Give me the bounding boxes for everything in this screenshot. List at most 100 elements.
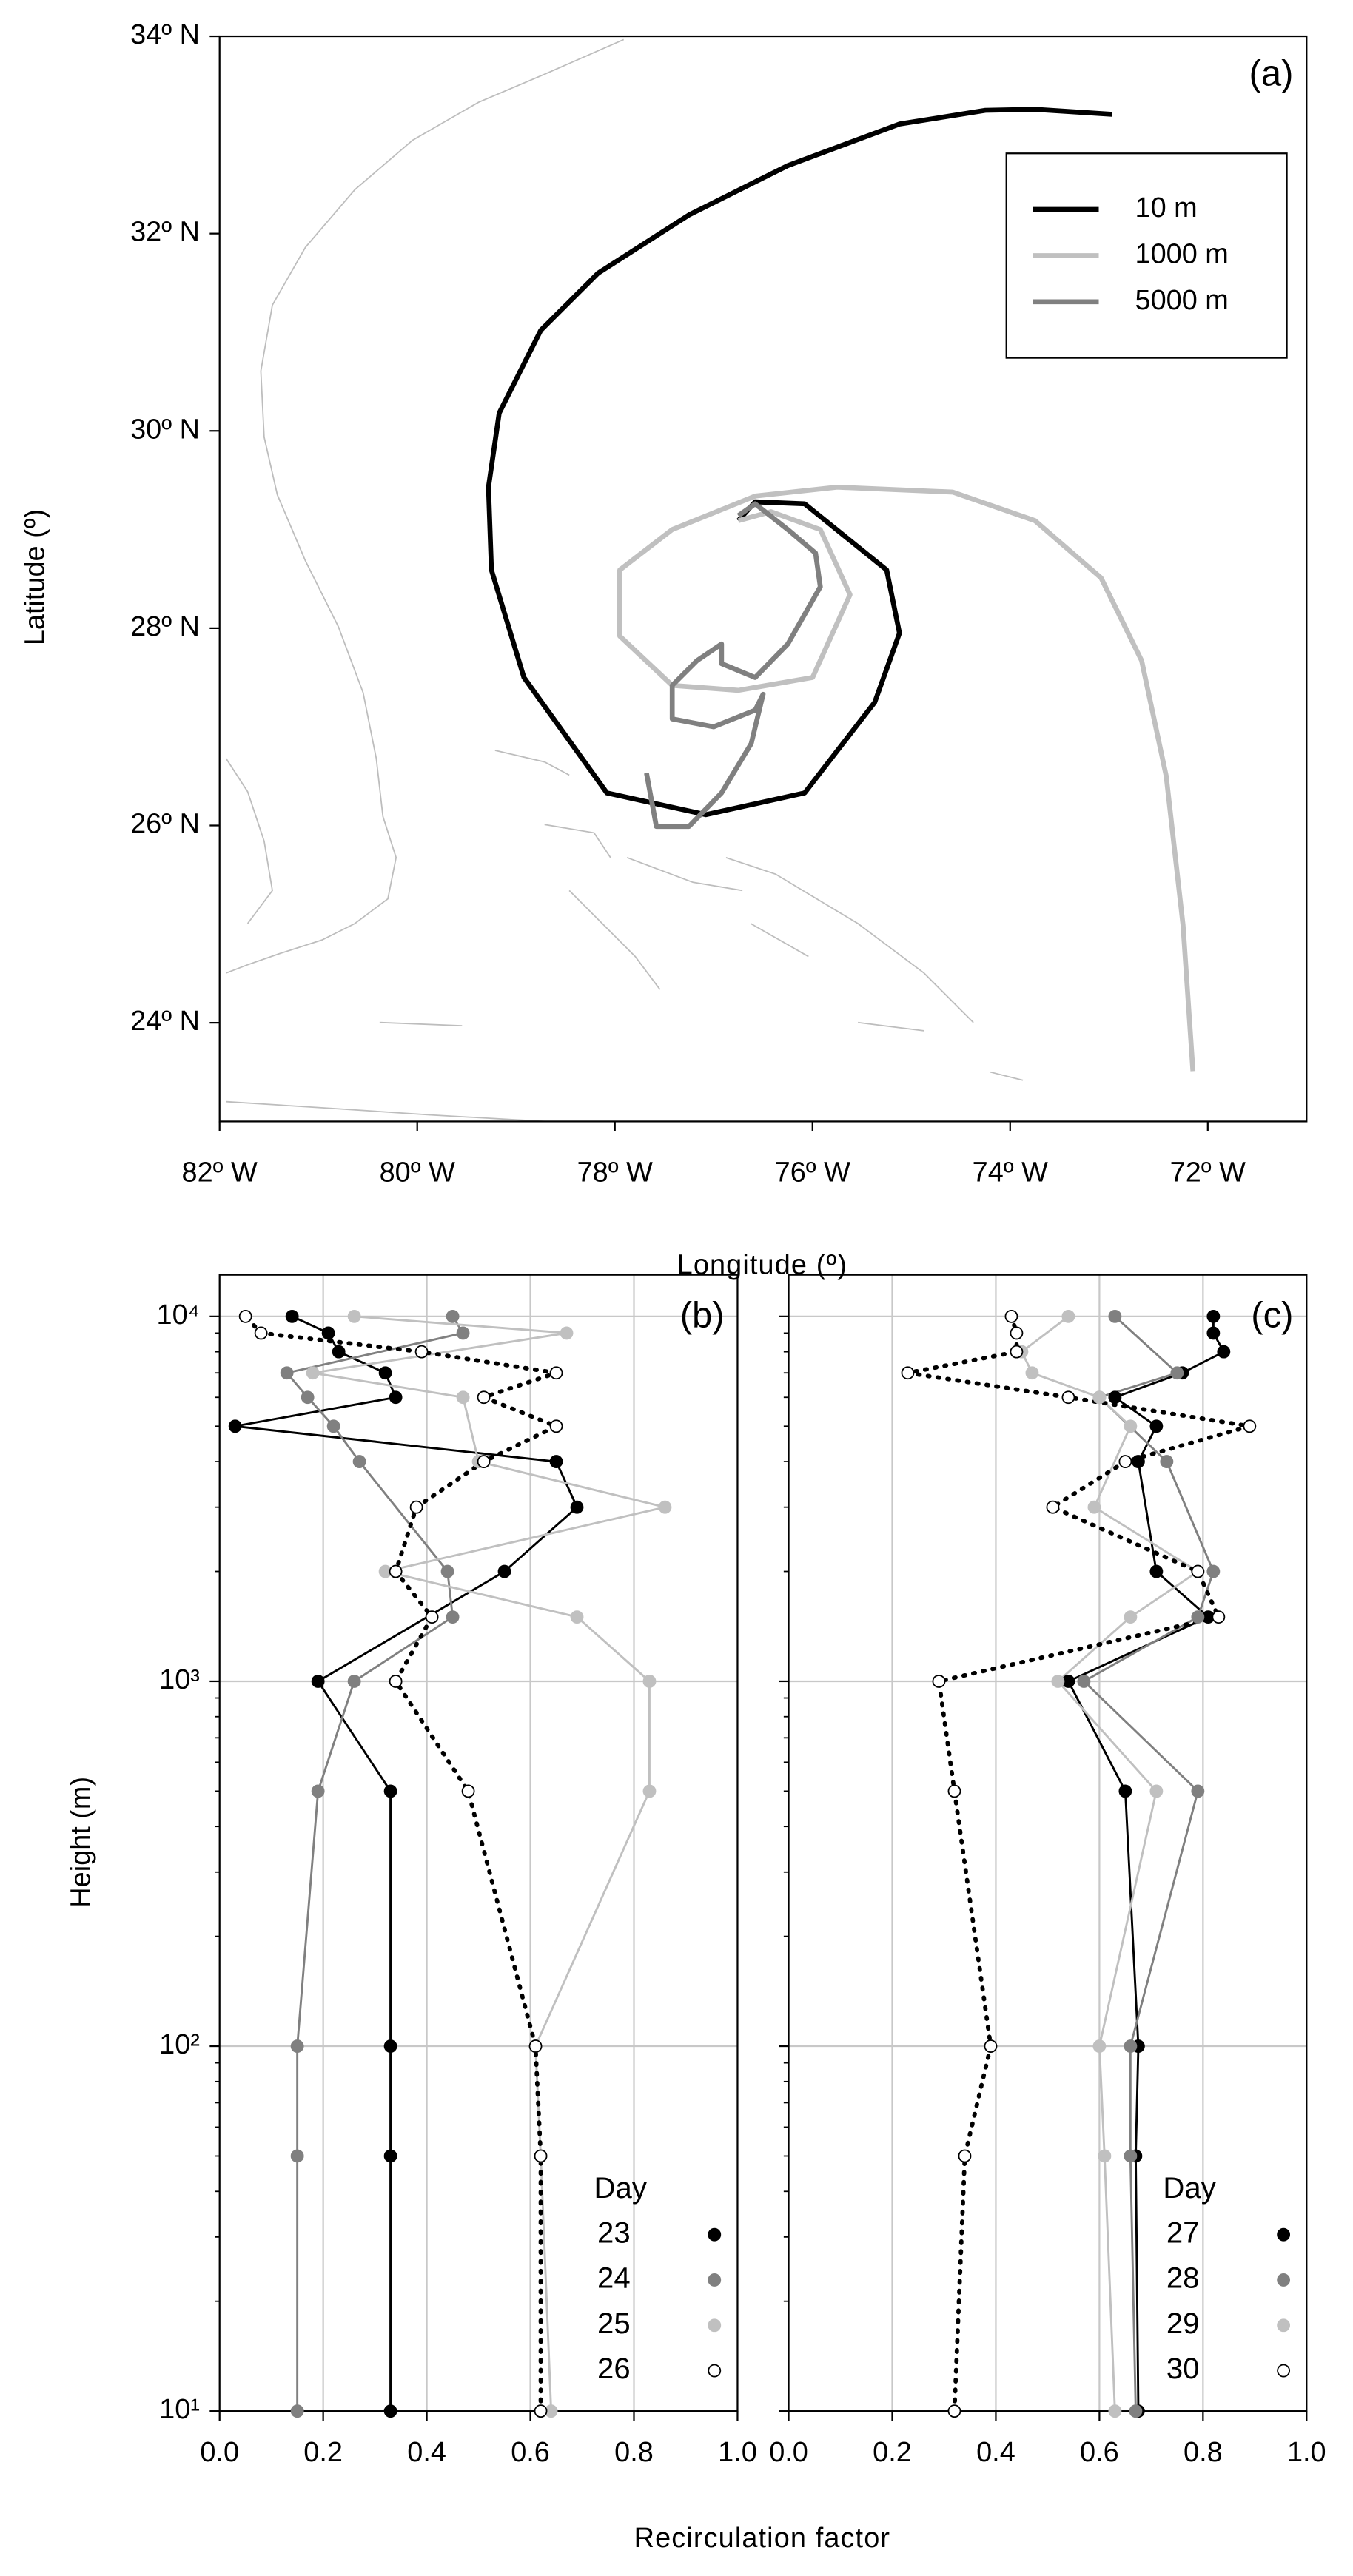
data-point xyxy=(383,2404,397,2418)
legend-label: 25 xyxy=(597,2307,631,2340)
data-point xyxy=(389,1675,403,1688)
data-point xyxy=(347,1675,361,1688)
y-tick-label: 30º N xyxy=(130,414,200,445)
data-point xyxy=(1118,1784,1132,1798)
series-line xyxy=(286,1316,465,2412)
legend-label: 26 xyxy=(597,2353,631,2385)
legend-label: 24 xyxy=(597,2262,631,2295)
data-point xyxy=(570,1500,584,1514)
data-point xyxy=(560,1326,574,1340)
x-tick-label: 0.0 xyxy=(769,2437,808,2468)
data-point xyxy=(1160,1455,1174,1468)
data-point xyxy=(1149,1564,1164,1578)
data-point xyxy=(321,1326,335,1340)
data-point xyxy=(389,1390,403,1405)
legend-marker xyxy=(708,2364,722,2378)
data-point xyxy=(1191,1564,1205,1578)
legend-title: Day xyxy=(1163,2172,1215,2205)
y-tick-label: 10³ xyxy=(159,1664,200,1695)
data-point xyxy=(570,1610,584,1624)
data-point xyxy=(440,1564,454,1578)
series-line xyxy=(644,501,823,830)
data-point xyxy=(958,2149,972,2163)
data-point xyxy=(549,1455,563,1468)
plot-frame xyxy=(218,35,1308,1123)
data-point xyxy=(1129,2404,1143,2418)
data-point xyxy=(228,1419,242,1433)
legend-marker xyxy=(708,2273,722,2287)
x-tick-label: 0.2 xyxy=(873,2437,912,2468)
data-point xyxy=(1051,1675,1065,1688)
legend-title: Day xyxy=(594,2172,647,2205)
data-point xyxy=(1212,1610,1226,1624)
data-point xyxy=(984,2039,998,2053)
data-point xyxy=(254,1326,268,1340)
x-tick-label: 0.4 xyxy=(976,2437,1015,2468)
legend-label: 10 m xyxy=(1135,192,1198,223)
data-point xyxy=(1191,1610,1205,1624)
data-point xyxy=(1092,1390,1107,1405)
data-point xyxy=(456,1390,470,1405)
data-point xyxy=(1124,2149,1138,2163)
x-tick-label: 78º W xyxy=(577,1157,653,1188)
data-point xyxy=(477,1390,491,1405)
data-point xyxy=(290,2149,304,2163)
x-tick-label: 80º W xyxy=(380,1157,455,1188)
data-point xyxy=(280,1366,294,1380)
data-point xyxy=(1170,1366,1184,1380)
plot-frame xyxy=(218,1274,739,2412)
series-line xyxy=(234,1315,579,2412)
data-point xyxy=(1061,1390,1075,1405)
data-point xyxy=(301,1390,315,1405)
data-point xyxy=(311,1675,325,1688)
legend-label: 30 xyxy=(1166,2353,1200,2385)
data-point xyxy=(383,1784,397,1798)
y-tick-label: 24º N xyxy=(130,1006,200,1037)
x-tick-label: 0.2 xyxy=(303,2437,343,2468)
data-point xyxy=(642,1675,657,1688)
data-point xyxy=(1118,1455,1132,1468)
data-point xyxy=(425,1610,439,1624)
data-point xyxy=(1025,1366,1039,1380)
data-point xyxy=(1149,1784,1164,1798)
data-point xyxy=(1191,1784,1205,1798)
data-point xyxy=(1124,1419,1138,1433)
x-tick-label: 0.8 xyxy=(614,2437,654,2468)
legend-marker xyxy=(1277,2318,1291,2333)
data-point xyxy=(383,2149,397,2163)
x-tick-label: 0.8 xyxy=(1184,2437,1223,2468)
legend-marker xyxy=(1277,2227,1291,2242)
x-tick-label: 82º W xyxy=(182,1157,258,1188)
legend-label: 5000 m xyxy=(1135,285,1229,316)
data-point xyxy=(642,1784,657,1798)
data-point xyxy=(1149,1419,1164,1433)
x-tick-label: 0.6 xyxy=(1080,2437,1119,2468)
data-point xyxy=(1108,2404,1122,2418)
data-point xyxy=(378,1366,392,1380)
legend-label: 28 xyxy=(1166,2262,1200,2295)
data-point xyxy=(1108,1390,1122,1405)
panel-label: (b) xyxy=(680,1296,725,1336)
y-axis-label: Latitude (º) xyxy=(19,509,50,645)
data-point xyxy=(383,2039,397,2053)
data-point xyxy=(285,1309,299,1323)
y-tick-label: 10² xyxy=(159,2029,200,2060)
coastline xyxy=(225,38,1024,1123)
y-tick-label: 34º N xyxy=(130,19,200,50)
x-tick-label: 0.0 xyxy=(200,2437,239,2468)
data-point xyxy=(947,2404,961,2418)
series-line xyxy=(243,1314,559,2414)
y-tick-label: 10¹ xyxy=(159,2394,200,2425)
series-line xyxy=(905,1314,1252,2414)
data-point xyxy=(332,1345,346,1359)
series-line xyxy=(617,484,1196,1072)
data-point xyxy=(238,1309,252,1323)
y-tick-label: 26º N xyxy=(130,808,200,839)
legend-marker xyxy=(1277,2364,1291,2378)
data-point xyxy=(446,1610,460,1624)
data-point xyxy=(347,1309,361,1323)
data-point xyxy=(1131,1455,1145,1468)
legend-label: 23 xyxy=(597,2216,631,2249)
